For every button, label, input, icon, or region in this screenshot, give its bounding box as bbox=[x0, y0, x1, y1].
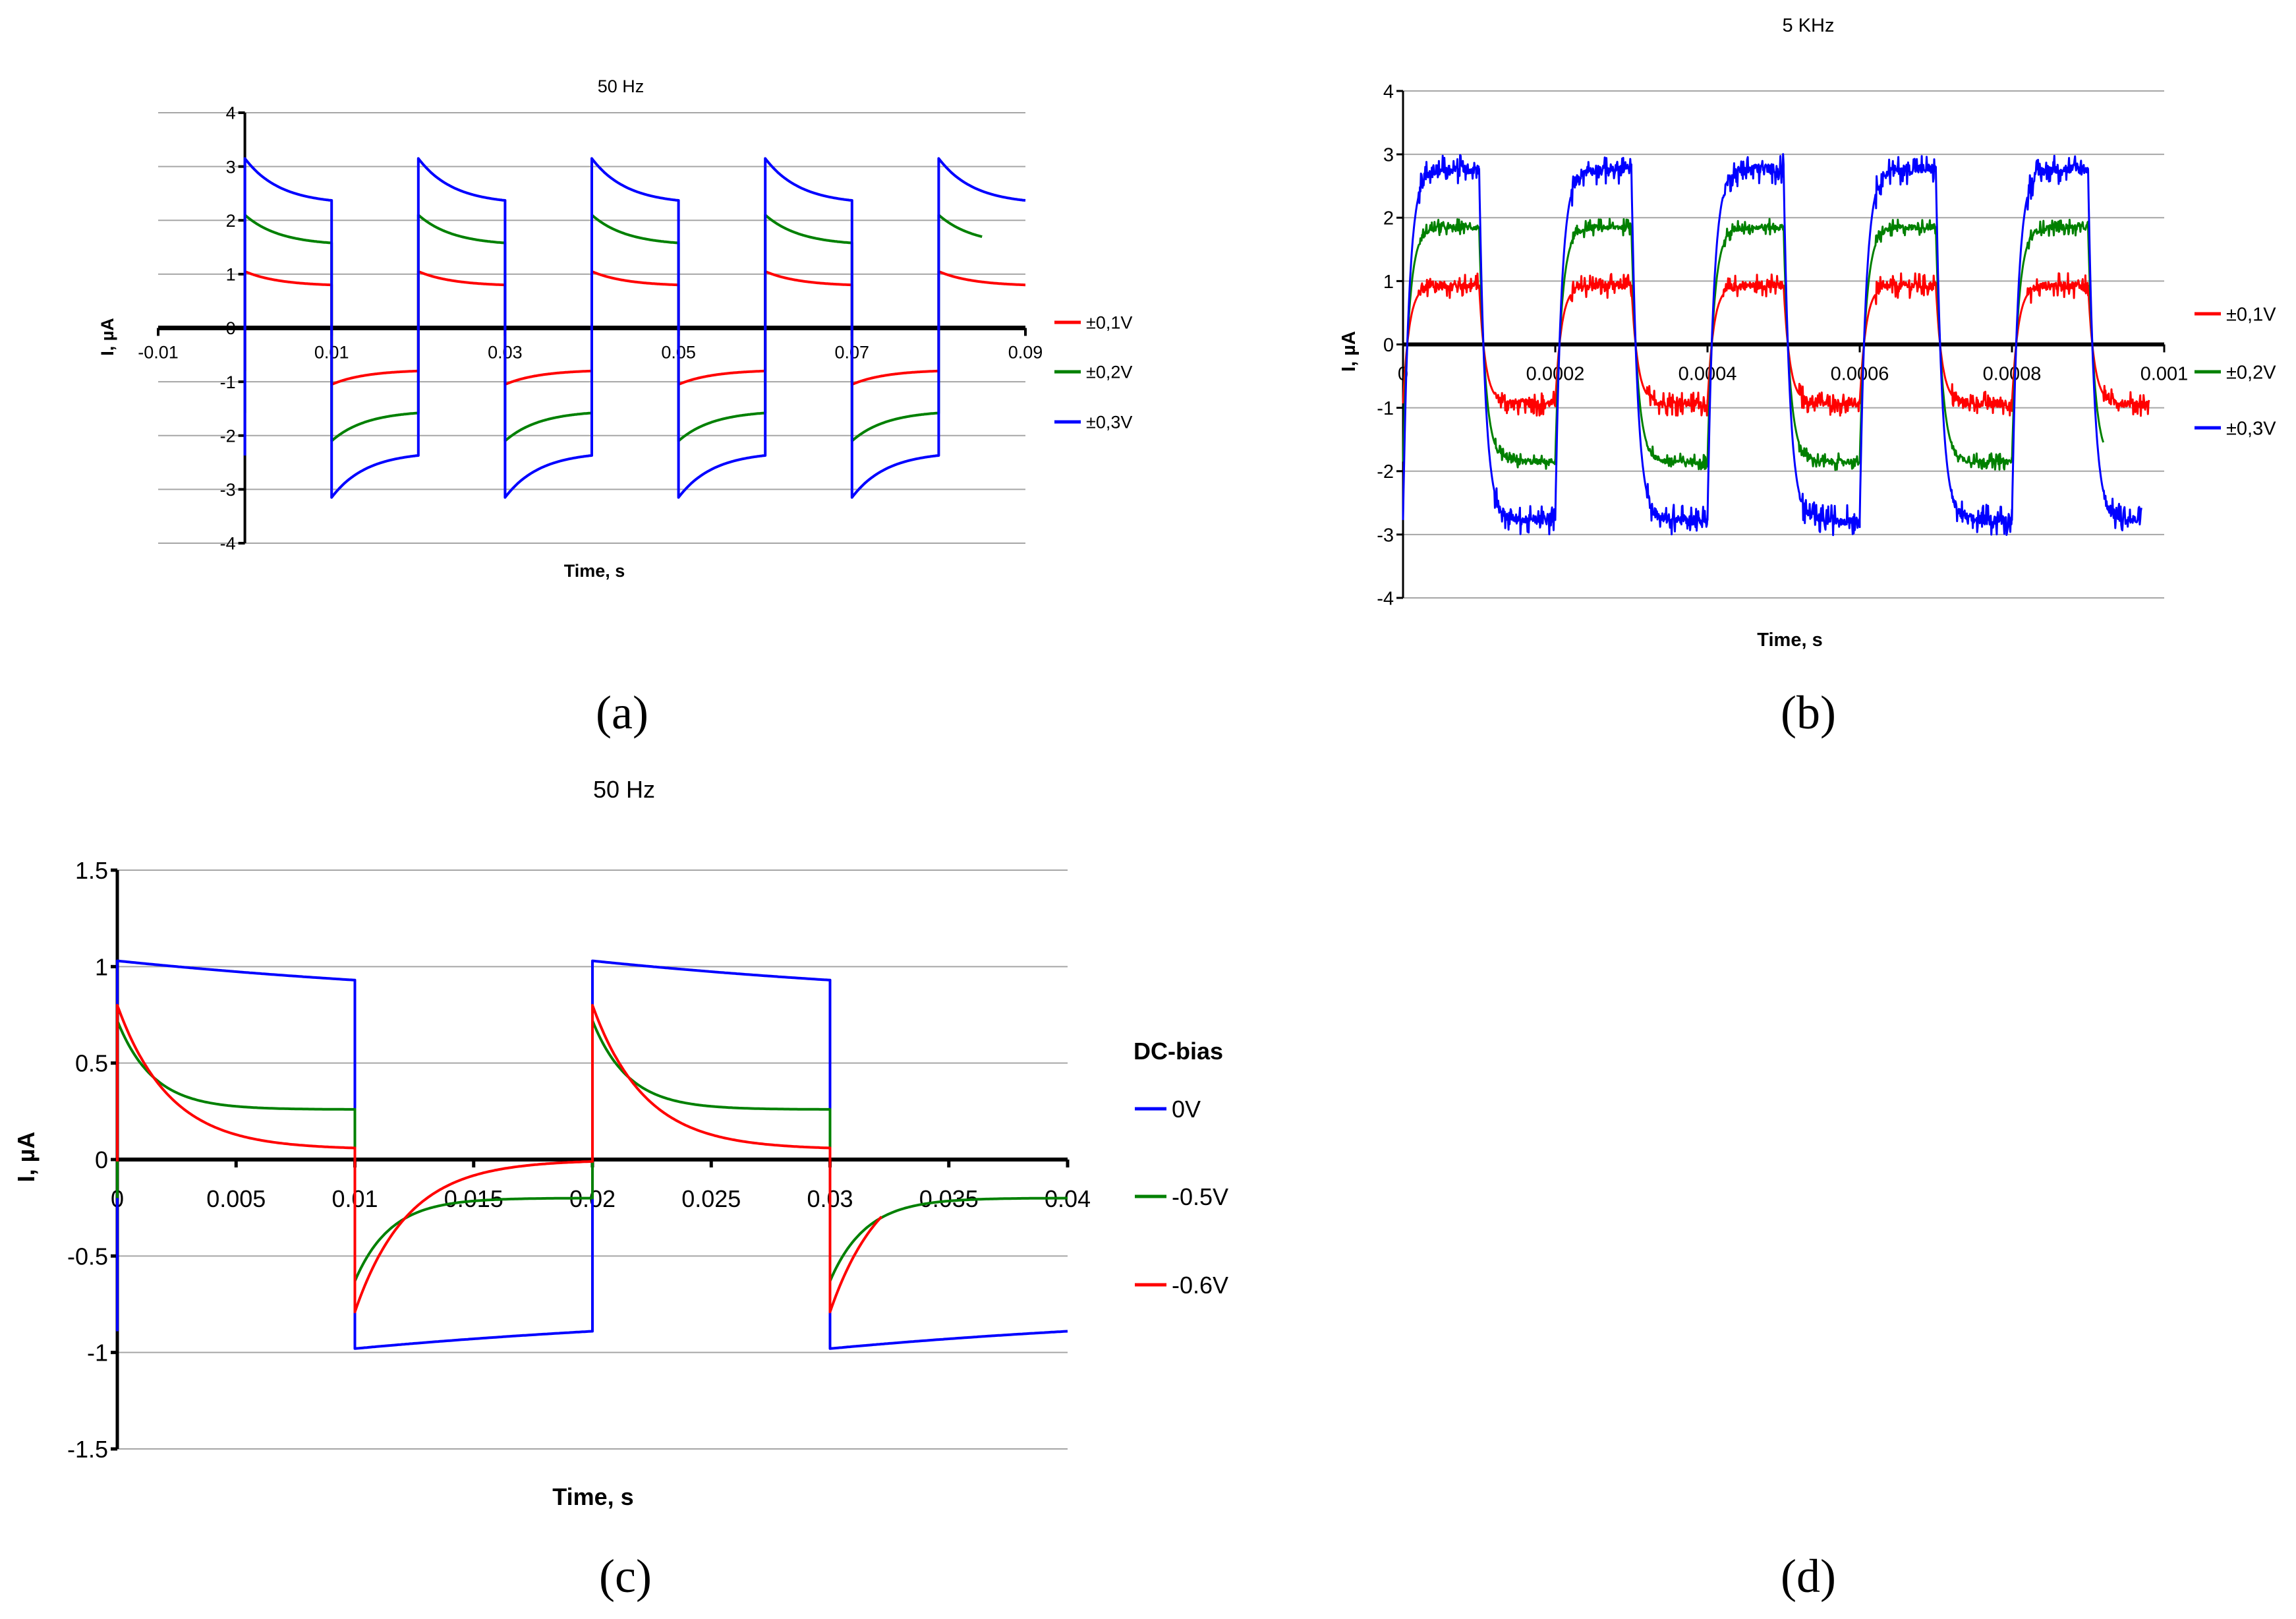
series-line-0 bbox=[1402, 272, 2150, 417]
y-tick-label: 2 bbox=[1383, 208, 1394, 229]
chart-title: 50 Hz bbox=[598, 76, 645, 96]
y-tick-label: 3 bbox=[1383, 145, 1394, 166]
y-tick-label: -4 bbox=[1377, 588, 1394, 609]
y-axis-label: I, µA bbox=[1338, 331, 1360, 372]
series-line-1 bbox=[243, 214, 983, 442]
legend-label: ±0,3V bbox=[1086, 413, 1132, 432]
chart-title: 5 KHz bbox=[1783, 15, 1835, 36]
y-tick-label: -1 bbox=[220, 372, 236, 392]
y-tick-label: -3 bbox=[220, 480, 236, 500]
y-tick-label: 3 bbox=[226, 157, 236, 177]
series-line-2 bbox=[243, 157, 1026, 499]
x-tick-label: 0.0004 bbox=[1679, 364, 1737, 385]
x-tick-label: 0.09 bbox=[1008, 343, 1043, 363]
y-tick-label: -2 bbox=[1377, 461, 1394, 483]
legend: ±0,1V ±0,2V ±0,3V bbox=[1054, 313, 1132, 432]
legend: DC-bias 0V -0.5V -0.6V bbox=[1134, 1038, 1228, 1299]
panel-label-a: (a) bbox=[596, 686, 648, 739]
x-tick-label: 0.001 bbox=[2140, 364, 2189, 385]
y-tick-label: 1.5 bbox=[75, 857, 108, 884]
y-tick-label: -3 bbox=[1377, 525, 1394, 546]
series-line-0 bbox=[243, 270, 1026, 386]
x-tick-label: 0.005 bbox=[206, 1185, 266, 1212]
legend-label: 0V bbox=[1172, 1096, 1201, 1123]
panel-label-b: (b) bbox=[1781, 686, 1836, 739]
x-tick-label: -0.01 bbox=[138, 343, 179, 363]
legend-label: ±0,1V bbox=[2226, 304, 2276, 325]
legend: ±0,1V ±0,2V ±0,3V bbox=[2195, 304, 2276, 439]
legend-label: ±0,1V bbox=[1086, 313, 1132, 333]
x-tick-label: 0.025 bbox=[681, 1185, 741, 1212]
y-tick-label: 0 bbox=[95, 1146, 108, 1173]
y-tick-label: -1 bbox=[87, 1339, 108, 1367]
y-tick-label: -2 bbox=[220, 426, 236, 446]
legend-title: DC-bias bbox=[1134, 1038, 1223, 1065]
series-line-2 bbox=[116, 1003, 883, 1314]
chart-panel-c: 1.510.50-0.5-1-1.50 0.005 0.01 0.015 0.02 0.0… bbox=[13, 776, 1228, 1510]
y-tick-label: -1.5 bbox=[67, 1436, 108, 1463]
x-axis-label: Time, s bbox=[1757, 630, 1822, 651]
legend-label: ±0,3V bbox=[2226, 418, 2276, 439]
x-tick-label: 0.0006 bbox=[1831, 364, 1889, 385]
legend-label: -0.5V bbox=[1172, 1183, 1228, 1210]
y-tick-label: 0.5 bbox=[75, 1050, 108, 1077]
legend-label: ±0,2V bbox=[2226, 362, 2276, 383]
x-axis-label: Time, s bbox=[564, 561, 625, 581]
y-tick-label: 1 bbox=[226, 265, 236, 285]
series-line-2 bbox=[1402, 153, 2142, 537]
chart-panel-a: 43210-1-2-3-4-0.010.010.030.050.070.0950… bbox=[98, 76, 1132, 581]
x-tick-label: 0.0002 bbox=[1526, 364, 1585, 385]
y-tick-label: -1 bbox=[1377, 398, 1394, 419]
x-tick-label: 0.0008 bbox=[1983, 364, 2042, 385]
y-tick-label: 4 bbox=[1383, 81, 1394, 102]
y-tick-label: 0 bbox=[1383, 335, 1394, 356]
legend-label: -0.6V bbox=[1172, 1272, 1228, 1299]
series-line-1 bbox=[116, 1019, 1068, 1283]
panel-label-d: (d) bbox=[1781, 1550, 1836, 1603]
y-tick-label: 2 bbox=[226, 211, 236, 231]
panel-label-c: (c) bbox=[599, 1550, 652, 1603]
y-axis-label: I, µA bbox=[13, 1132, 40, 1183]
y-axis-label: I, µA bbox=[98, 318, 117, 356]
y-tick-label: 1 bbox=[95, 953, 108, 980]
series-line-1 bbox=[1402, 218, 2105, 471]
chart-title: 50 Hz bbox=[593, 776, 655, 803]
legend-label: ±0,2V bbox=[1086, 363, 1132, 382]
y-tick-label: -0.5 bbox=[67, 1243, 108, 1270]
y-tick-label: -4 bbox=[220, 534, 236, 554]
x-axis-label: Time, s bbox=[552, 1483, 633, 1510]
y-tick-label: 1 bbox=[1383, 272, 1394, 293]
y-tick-label: 4 bbox=[226, 103, 236, 123]
series-line-0 bbox=[116, 959, 1068, 1350]
